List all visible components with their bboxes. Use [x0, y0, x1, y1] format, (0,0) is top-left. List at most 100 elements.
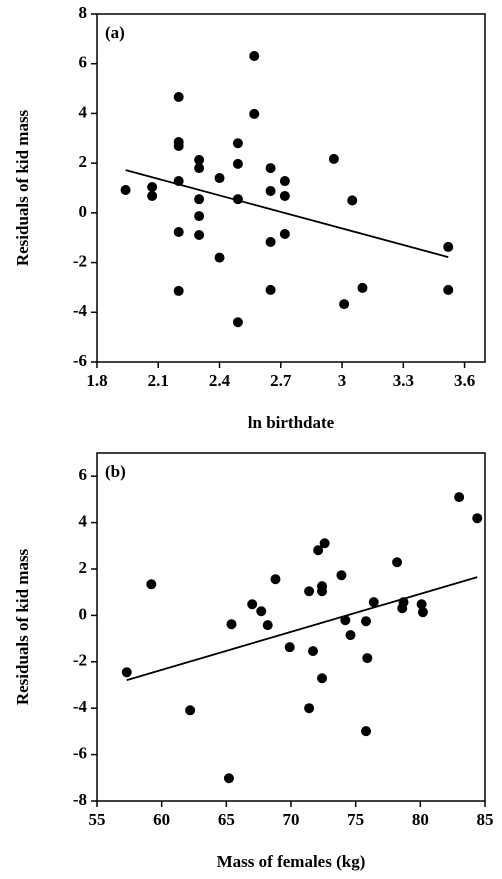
- panel-label: (b): [105, 462, 126, 481]
- y-tick-label: 0: [79, 604, 88, 623]
- point: [249, 51, 260, 62]
- point: [194, 229, 205, 240]
- y-tick-label: 2: [79, 152, 88, 171]
- y-tick-label: 0: [79, 202, 88, 221]
- y-tick-label: -4: [73, 697, 88, 716]
- point: [284, 642, 295, 653]
- x-tick-label: 80: [412, 810, 429, 829]
- point: [147, 182, 158, 193]
- point: [443, 284, 454, 295]
- point: [185, 705, 196, 716]
- point: [307, 646, 318, 657]
- plot-frame: [96, 13, 486, 363]
- point: [317, 673, 328, 684]
- point: [214, 173, 225, 184]
- point: [194, 211, 205, 222]
- point: [304, 586, 315, 597]
- point: [392, 557, 403, 568]
- point: [339, 299, 350, 310]
- y-axis-label: Residuals of kid mass: [13, 109, 32, 266]
- point: [256, 606, 267, 617]
- point: [417, 607, 428, 618]
- point: [313, 545, 324, 556]
- point: [173, 226, 184, 237]
- y-tick-label: 6: [79, 53, 88, 72]
- point: [223, 773, 234, 784]
- y-tick-label: 8: [79, 3, 88, 22]
- point: [328, 153, 339, 164]
- point: [340, 615, 351, 626]
- point: [265, 185, 276, 196]
- point: [194, 163, 205, 174]
- point: [279, 228, 290, 239]
- point: [345, 630, 356, 641]
- y-tick-label: -2: [73, 651, 87, 670]
- point: [146, 579, 157, 590]
- point: [368, 597, 379, 608]
- point: [147, 190, 158, 201]
- x-tick-label: 1.8: [86, 371, 107, 390]
- point: [120, 184, 131, 195]
- point: [121, 667, 132, 678]
- point: [232, 138, 243, 149]
- point: [362, 653, 373, 664]
- x-tick-label: 70: [283, 810, 300, 829]
- point: [226, 619, 237, 630]
- x-tick-label: 65: [218, 810, 235, 829]
- trend-line: [126, 576, 478, 681]
- point: [454, 492, 465, 503]
- point: [336, 570, 347, 581]
- x-axis-label: Mass of females (kg): [217, 852, 366, 871]
- x-tick-label: 60: [153, 810, 170, 829]
- point: [304, 703, 315, 714]
- x-tick-label: 55: [89, 810, 106, 829]
- y-tick-label: -4: [73, 301, 88, 320]
- trend-line: [125, 169, 449, 258]
- point: [279, 176, 290, 187]
- x-tick-label: 75: [347, 810, 364, 829]
- point: [319, 538, 330, 549]
- point: [361, 726, 372, 737]
- point: [247, 599, 258, 610]
- point: [265, 284, 276, 295]
- plot-frame: [96, 452, 486, 802]
- x-tick-label: 2.1: [148, 371, 169, 390]
- point: [194, 194, 205, 205]
- y-tick-label: 4: [79, 102, 88, 121]
- x-tick-label: 85: [477, 810, 494, 829]
- point: [265, 163, 276, 174]
- point: [416, 599, 427, 610]
- y-tick-label: 2: [79, 558, 88, 577]
- x-tick-label: 2.4: [209, 371, 231, 390]
- point: [214, 252, 225, 263]
- point: [232, 158, 243, 169]
- point: [472, 513, 483, 524]
- point: [270, 574, 281, 585]
- y-tick-label: -6: [73, 744, 87, 763]
- x-tick-label: 3.6: [454, 371, 475, 390]
- point: [265, 236, 276, 247]
- point: [262, 620, 273, 631]
- y-tick-label: -2: [73, 251, 87, 270]
- point: [279, 190, 290, 201]
- x-tick-label: 3: [338, 371, 347, 390]
- x-tick-label: 3.3: [393, 371, 414, 390]
- y-tick-label: 4: [79, 512, 88, 531]
- point: [357, 282, 368, 293]
- point: [173, 140, 184, 151]
- point: [317, 586, 328, 597]
- y-tick-label: 6: [79, 465, 88, 484]
- point: [173, 92, 184, 103]
- y-axis-label: Residuals of kid mass: [13, 548, 32, 705]
- point: [443, 241, 454, 252]
- y-tick-label: -6: [73, 351, 87, 370]
- point: [347, 195, 358, 206]
- point: [232, 317, 243, 328]
- point: [194, 154, 205, 165]
- y-tick-label: -8: [73, 790, 87, 809]
- point: [361, 616, 372, 627]
- point: [249, 108, 260, 119]
- x-axis-label: ln birthdate: [248, 413, 335, 432]
